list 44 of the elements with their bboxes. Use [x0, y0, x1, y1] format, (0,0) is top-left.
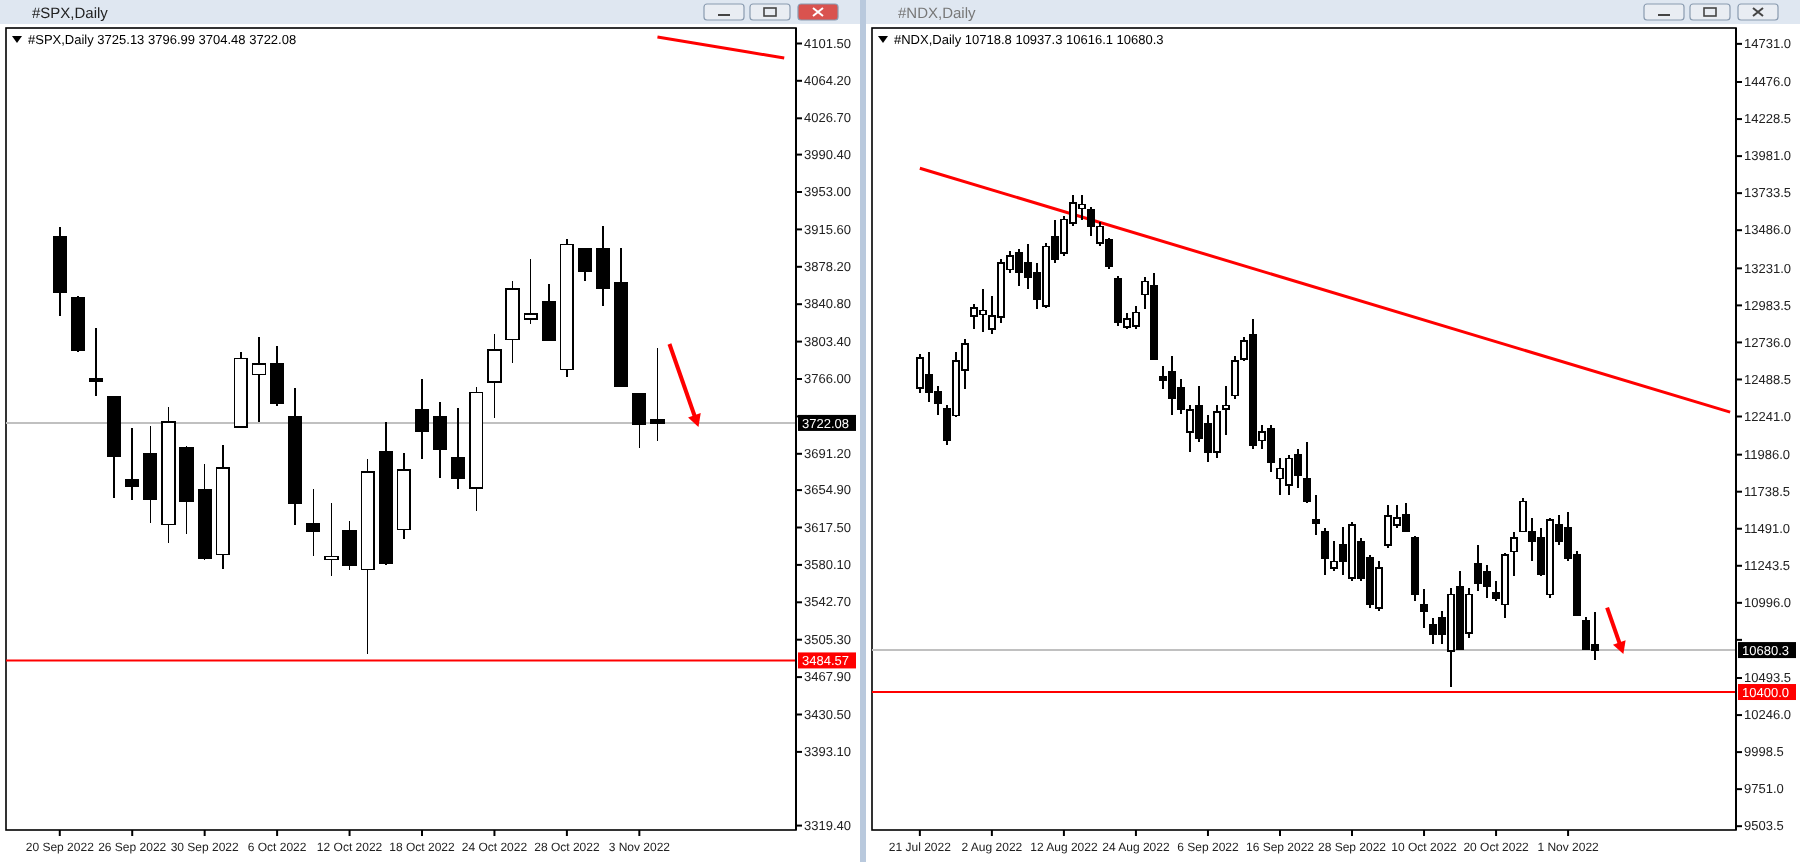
- candlestick: [125, 427, 140, 501]
- candlestick: [559, 238, 575, 378]
- candlestick: [251, 336, 267, 423]
- candlestick: [523, 258, 538, 325]
- candlestick: [1321, 527, 1329, 576]
- candlestick: [52, 225, 67, 317]
- candlestick: [215, 444, 230, 570]
- candlestick: [595, 225, 611, 307]
- candlestick: [1474, 544, 1483, 592]
- candlestick: [632, 392, 647, 449]
- candlestick: [197, 462, 212, 561]
- candlestick: [1510, 530, 1519, 577]
- candlestick: [396, 452, 412, 540]
- candlestick: [978, 288, 987, 334]
- candlestick: [106, 396, 122, 499]
- candlestick: [1149, 271, 1158, 361]
- candlestick: [414, 378, 430, 460]
- candlestick: [306, 488, 321, 558]
- candlestick: [288, 387, 303, 526]
- candlestick: [541, 283, 556, 342]
- candlestick: [70, 295, 86, 353]
- candlestick: [614, 247, 629, 388]
- candlestick: [378, 420, 393, 566]
- candlestick: [1077, 194, 1086, 221]
- candlestick: [577, 247, 593, 282]
- candlestick: [487, 333, 502, 419]
- candlestick: [1303, 441, 1311, 504]
- candlestick: [432, 401, 448, 479]
- line-series: [655, 35, 786, 60]
- candlestick: [233, 351, 249, 429]
- candlestick: [88, 326, 104, 398]
- candlestick: [360, 458, 375, 655]
- candlestick: [451, 407, 466, 491]
- candlestick: [1312, 494, 1320, 536]
- candlestick: [1222, 384, 1230, 437]
- candlestick: [1231, 354, 1239, 400]
- candlestick: [1420, 588, 1428, 629]
- candlestick: [1411, 535, 1419, 602]
- candlestick: [505, 280, 520, 365]
- candlestick: [650, 347, 665, 442]
- candlestick: [269, 345, 285, 408]
- candlestick: [469, 386, 484, 512]
- candlestick: [1131, 305, 1140, 330]
- candlestick: [143, 425, 158, 524]
